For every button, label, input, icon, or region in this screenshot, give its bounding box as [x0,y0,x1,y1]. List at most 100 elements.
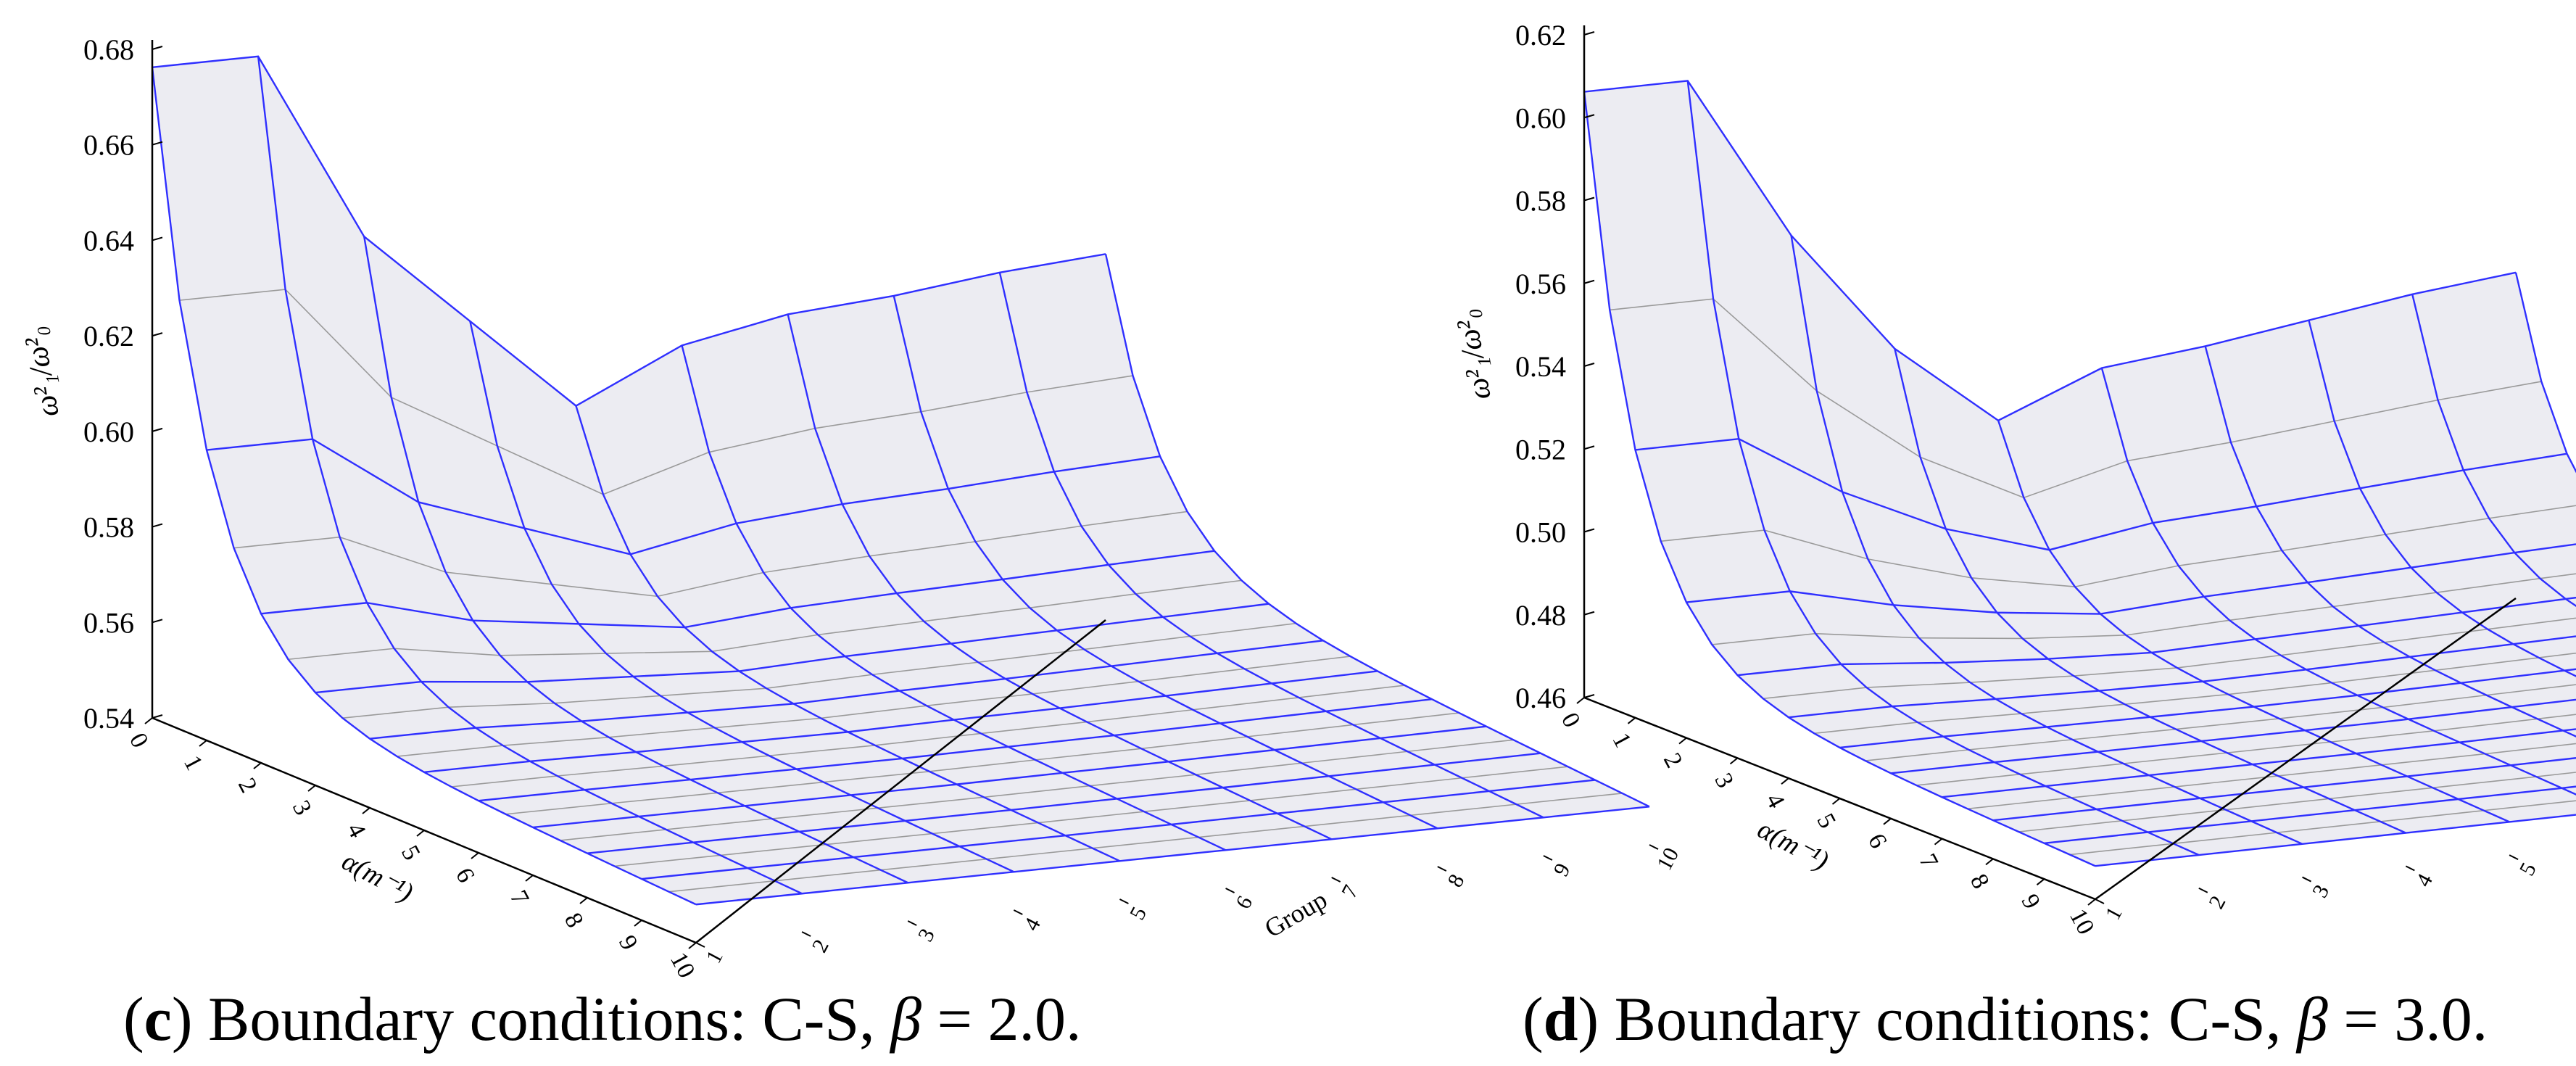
surface-patch [611,793,745,817]
surface-patch [975,526,1109,579]
surface-patch [1056,616,1190,650]
surface-patch [505,803,639,827]
surface-patch [1092,837,1226,862]
group-tick-mark [2405,865,2415,872]
alpha-tick-mark [634,920,642,927]
z-tick-label: 0.62 [83,320,134,352]
group-tick-mark [695,942,705,948]
surface-patch [2279,707,2409,731]
surface-patch [693,831,827,856]
mesh-line-minor [2069,800,2576,856]
surface-patch [1462,767,1595,791]
mesh-line-minor [179,289,1133,495]
surface-patch [1737,664,1867,699]
surface-patch [787,295,922,429]
surface-patch [587,842,721,867]
mesh-line-group [2204,346,2576,737]
group-axis-line [2095,597,2517,901]
mesh-line-minor [1967,743,2576,810]
surface-patch [684,608,819,652]
surface-patch [1005,666,1139,694]
surface-patch [2150,706,2279,730]
surface-patch [2408,707,2538,731]
mesh-line-minor [560,739,1514,841]
surface-patch [1217,640,1351,669]
surface-patch [1027,376,1160,472]
surface-patch [285,289,419,503]
surface-patch [1764,530,1894,606]
surface-patch [1945,529,2075,587]
surface-patch [2020,763,2150,787]
surface-patch [2173,832,2303,856]
group-tick-label: 2 [2204,892,2230,913]
surface-patch [1353,713,1486,738]
surface-patch [608,727,742,753]
surface-patch [1791,235,1921,458]
surface-patch [479,790,612,814]
z-tick-label: 0.68 [83,33,134,66]
group-tick-label: 5 [2515,859,2541,880]
mesh-line-group [1894,348,2406,834]
surface-patch [1198,826,1332,851]
surface-patch [1814,722,1944,748]
surface-patch [2227,742,2356,765]
surface-patch [2253,695,2383,719]
alpha-tick-label: 1 [1607,729,1636,752]
surface-patch [2380,810,2510,833]
surface-patch [1686,591,1816,645]
surface-patch [179,289,313,450]
surface-patch [2045,775,2175,798]
mesh-line-group [151,67,697,906]
surface-patch [614,855,748,880]
surface-patch [1891,762,2021,785]
alpha-tick-label: 8 [559,909,589,932]
alpha-tick-label: 3 [287,796,317,819]
surface-patch [2385,518,2515,568]
surface-patch [1789,706,1918,734]
surface-patch [929,759,1063,785]
alpha-tick-label: 4 [1760,789,1790,812]
z-tick-label: 0.54 [83,702,134,735]
surface-patch [152,56,286,301]
z-tick-label: 0.58 [83,511,134,544]
surface-patch [983,785,1117,810]
surface-patch [2488,505,2576,553]
surface-patch [872,662,1006,691]
mesh-line-minor [233,511,1188,598]
surface-patch [1407,740,1541,765]
alpha-tick-label: 7 [1913,849,1943,872]
group-tick-label: 4 [1019,914,1045,935]
mesh-line-group [1790,235,2303,845]
alpha-tick-mark [688,942,697,949]
surface-patch [2126,620,2256,653]
z-tick-label: 0.58 [1515,185,1566,218]
z-tick-label: 0.62 [1515,19,1566,51]
alpha-tick-mark [1678,737,1687,745]
surface-patch [364,236,497,446]
mesh-line-minor [2018,772,2576,832]
mesh-line-alpha [423,670,1378,774]
mesh-line-group [1583,91,2096,867]
surface-patch [633,671,766,696]
surface-patch [1168,750,1302,775]
surface-patch [473,620,606,656]
surface-patch [530,752,663,776]
alpha-tick-label: 9 [613,931,643,954]
surface-patch [1584,80,1714,310]
z-tick-mark [1583,528,1595,533]
surface-patch [2072,729,2202,752]
surface-patch [2230,421,2360,507]
surface-patch [717,782,851,806]
mesh-line-alpha [478,698,1433,802]
surface-patch [1434,753,1568,778]
surface-patch [902,746,1036,772]
surface-patch [1971,577,2101,614]
group-axis-line [695,619,1106,943]
z-tick-mark [1583,445,1595,450]
surface-patch [2461,670,2576,695]
alpha-tick-label: 8 [1965,869,1995,893]
surface-patch [981,722,1114,747]
alpha-tick-label: 1 [178,751,208,774]
surface-patch [2303,776,2433,799]
z-tick-mark [152,46,163,50]
